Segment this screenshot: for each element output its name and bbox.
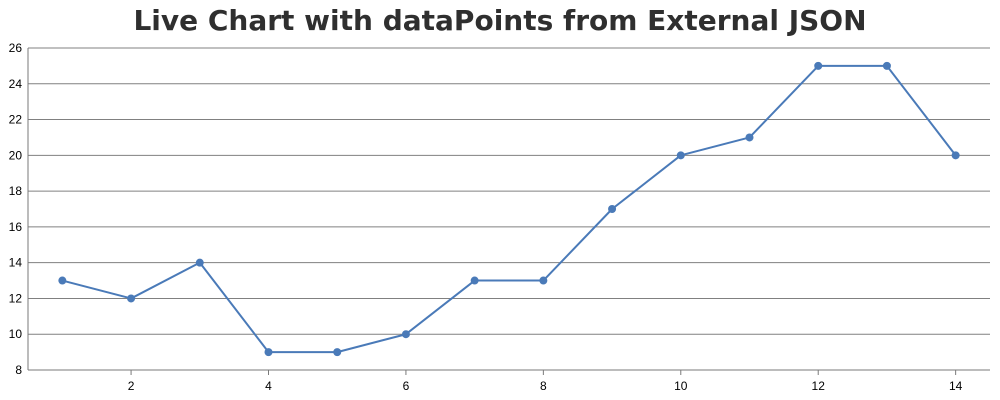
y-tick-label: 14 <box>9 256 23 270</box>
y-tick-label: 12 <box>9 291 23 305</box>
y-tick-label: 8 <box>15 363 22 377</box>
y-tick-label: 22 <box>9 113 23 127</box>
data-point[interactable] <box>195 258 204 267</box>
y-tick-label: 10 <box>9 327 23 341</box>
data-point[interactable] <box>882 61 891 70</box>
data-point[interactable] <box>333 348 342 357</box>
series-line <box>62 64 957 354</box>
x-tick-label: 2 <box>128 379 135 393</box>
x-tick-label: 6 <box>403 379 410 393</box>
x-tick-label: 12 <box>812 379 826 393</box>
data-point[interactable] <box>539 276 548 285</box>
data-point[interactable] <box>951 151 960 160</box>
x-tick-label: 10 <box>674 379 688 393</box>
data-point[interactable] <box>127 294 136 303</box>
y-tick-label: 20 <box>9 148 23 162</box>
y-tick-label: 26 <box>9 41 23 55</box>
data-point[interactable] <box>264 348 273 357</box>
grid-lines <box>28 47 990 335</box>
data-point[interactable] <box>608 205 617 213</box>
series <box>58 61 960 357</box>
data-point[interactable] <box>745 133 754 142</box>
data-point[interactable] <box>676 151 685 160</box>
data-point[interactable] <box>401 330 410 339</box>
data-point[interactable] <box>58 276 67 285</box>
x-tick-label: 8 <box>540 379 547 393</box>
data-point[interactable] <box>814 61 823 70</box>
y-tick-label: 24 <box>9 77 23 91</box>
y-tick-label: 16 <box>9 220 23 234</box>
data-point[interactable] <box>470 276 479 285</box>
chart-title: Live Chart with dataPoints from External… <box>133 4 866 37</box>
y-tick-label: 18 <box>9 184 23 198</box>
axes <box>27 48 990 375</box>
x-tick-label: 14 <box>949 379 963 393</box>
x-tick-label: 4 <box>265 379 272 393</box>
